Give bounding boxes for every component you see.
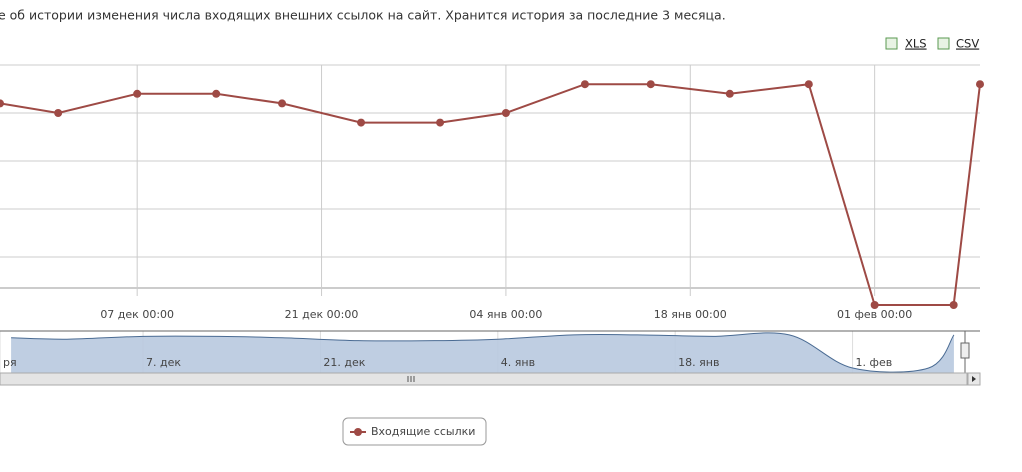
legend-box <box>342 417 487 446</box>
navigator-handle <box>960 342 970 359</box>
data-point <box>278 99 287 108</box>
data-point <box>0 99 4 108</box>
data-point <box>212 89 221 98</box>
legend[interactable]: Входящие ссылки <box>342 417 487 446</box>
scrollbar-grip <box>407 376 415 382</box>
navigator-outline <box>0 330 980 373</box>
export-csv[interactable]: CSV <box>937 37 979 51</box>
navigator-area <box>11 332 954 373</box>
legend-label: Входящие ссылки <box>371 425 475 438</box>
data-point <box>133 89 142 98</box>
series-line <box>0 83 981 306</box>
data-point <box>870 301 879 309</box>
data-point <box>949 301 958 309</box>
xls-icon <box>885 37 898 50</box>
export-xls[interactable]: XLS <box>885 37 927 51</box>
navigator-label: 7. дек <box>146 356 181 369</box>
data-point <box>54 109 63 117</box>
data-point <box>357 118 366 127</box>
header-text: е об истории изменения числа входящих вн… <box>0 8 726 23</box>
x-tick-label: 04 янв 00:00 <box>469 308 542 321</box>
navigator-label: 21. дек <box>323 356 365 369</box>
export-link[interactable]: XLS <box>905 37 927 51</box>
export-link[interactable]: CSV <box>956 37 979 51</box>
scrollbar-thumb[interactable] <box>0 372 968 386</box>
x-tick-label: 01 фев 00:00 <box>837 308 912 321</box>
navigator-label: 1. фев <box>856 356 893 369</box>
data-point <box>976 80 984 89</box>
grid: 07 дек 00:00 21 дек 00:00 04 янв 00:00 18 я… <box>0 64 980 321</box>
navigator-label: 18. янв <box>678 356 719 369</box>
x-tick-label: 07 дек 00:00 <box>100 308 174 321</box>
scroll-arrow <box>972 376 976 382</box>
x-tick-label: 21 дек 00:00 <box>285 308 359 321</box>
data-point <box>646 80 655 89</box>
data-point <box>725 89 734 98</box>
data-point <box>501 109 510 117</box>
data-point <box>580 80 589 89</box>
data-point <box>436 118 445 127</box>
data-point <box>804 80 813 89</box>
navigator-line <box>11 332 955 373</box>
x-tick-label: 18 янв 00:00 <box>654 308 727 321</box>
navigator-label: ря <box>3 356 17 369</box>
csv-icon <box>937 37 950 50</box>
plot <box>0 80 984 309</box>
navigator-label: 4. янв <box>501 356 535 369</box>
scrollbar[interactable] <box>0 372 981 386</box>
navigator: ря 7. дек 21. дек 4. янв 18. янв 1. фев <box>0 330 980 373</box>
legend-marker <box>354 428 362 436</box>
